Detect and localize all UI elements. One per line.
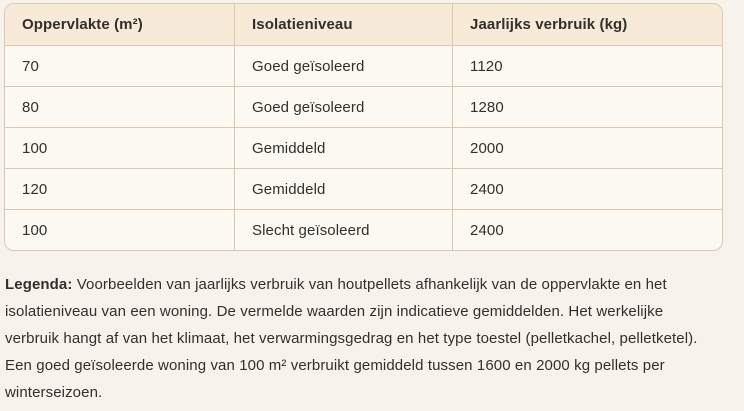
table-row: 100 Slecht geïsoleerd 2400 [5,209,722,250]
column-header-oppervlakte: Oppervlakte (m²) [5,4,234,45]
table-cell-oppervlakte: 120 [5,168,234,209]
table-cell-oppervlakte: 70 [5,45,234,86]
table-cell-isolatieniveau: Goed geïsoleerd [234,86,452,127]
table-cell-verbruik: 2400 [452,168,722,209]
table-cell-isolatieniveau: Goed geïsoleerd [234,45,452,86]
legend-text: Voorbeelden van jaarlijks verbruik van h… [5,276,698,401]
pellet-consumption-table: Oppervlakte (m²) Isolatieniveau Jaarlijk… [4,3,723,251]
table-cell-oppervlakte: 100 [5,209,234,250]
table-cell-verbruik: 1280 [452,86,722,127]
table-cell-oppervlakte: 100 [5,127,234,168]
table-cell-isolatieniveau: Slecht geïsoleerd [234,209,452,250]
legend-label: Legenda: [5,276,73,293]
table-cell-isolatieniveau: Gemiddeld [234,127,452,168]
table-cell-verbruik: 2000 [452,127,722,168]
column-header-jaarlijks-verbruik: Jaarlijks verbruik (kg) [452,4,722,45]
table-cell-verbruik: 1120 [452,45,722,86]
table-row: 100 Gemiddeld 2000 [5,127,722,168]
legend: Legenda: Voorbeelden van jaarlijks verbr… [5,271,720,406]
table-cell-oppervlakte: 80 [5,86,234,127]
column-header-isolatieniveau: Isolatieniveau [234,4,452,45]
table-row: 120 Gemiddeld 2400 [5,168,722,209]
table-cell-isolatieniveau: Gemiddeld [234,168,452,209]
table-row: 80 Goed geïsoleerd 1280 [5,86,722,127]
table-header-row: Oppervlakte (m²) Isolatieniveau Jaarlijk… [5,4,722,45]
table-cell-verbruik: 2400 [452,209,722,250]
table-row: 70 Goed geïsoleerd 1120 [5,45,722,86]
